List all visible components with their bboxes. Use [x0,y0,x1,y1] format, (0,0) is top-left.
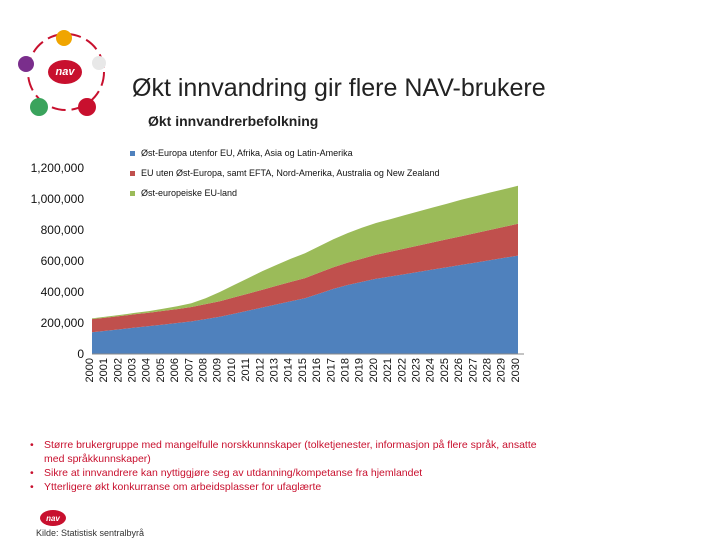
x-tick-label: 2015 [297,358,309,382]
x-tick-label: 2024 [425,358,437,382]
x-tick-label: 2004 [141,358,153,382]
y-tick-label: 1,000,000 [31,192,85,206]
cycle-node-left [18,56,34,72]
x-tick-label: 2029 [496,358,508,382]
legend-label: Øst-Europa utenfor EU, Afrika, Asia og L… [141,148,353,158]
x-tick-label: 2003 [127,358,139,382]
area-chart: 0 200,000 400,000 600,000 800,000 1,000,000 1,… [31,148,524,382]
x-tick-label: 2011 [240,358,252,382]
bullet-item: Sikre at innvandrere kan nyttiggjøre seg… [30,466,550,480]
x-tick-label: 2000 [84,358,96,382]
legend-swatch [130,171,135,176]
bullet-item: Ytterligere økt konkurranse om arbeidspl… [30,480,550,494]
x-tick-label: 2019 [354,358,366,382]
x-tick-label: 2026 [453,358,465,382]
cycle-node-top [56,30,72,46]
x-tick-label: 2022 [396,358,408,382]
y-tick-label: 800,000 [41,223,85,237]
source-note: Kilde: Statistisk sentralbyrå [36,528,145,538]
y-tick-label: 200,000 [41,316,85,330]
bullet-item: Større brukergruppe med mangelfulle nors… [30,438,550,466]
x-tick-label: 2010 [226,358,238,382]
x-tick-label: 2028 [482,358,494,382]
x-tick-label: 2018 [340,358,352,382]
x-tick-label: 2014 [283,358,295,382]
legend-swatch [130,191,135,196]
x-tick-label: 2009 [212,358,224,382]
cycle-ring [27,33,105,111]
x-tick-label: 2012 [254,358,266,382]
nav-footer-logo: nav [40,510,66,526]
x-tick-label: 2005 [155,358,167,382]
x-tick-label: 2017 [325,358,337,382]
cycle-node-bottom-left [30,98,48,116]
legend-label: Øst-europeiske EU-land [141,188,237,198]
nav-logo: nav [48,60,82,84]
x-tick-label: 2006 [169,358,181,382]
page-title: Økt innvandring gir flere NAV-brukere [132,74,546,102]
y-tick-label: 600,000 [41,254,85,268]
series-area-1 [92,255,518,354]
y-tick-label: 1,200,000 [31,161,85,175]
cycle-node-bottom-right [78,98,96,116]
cycle-node-right [92,56,106,70]
x-tick-label: 2016 [311,358,323,382]
x-tick-label: 2002 [112,358,124,382]
x-tick-label: 2013 [269,358,281,382]
y-tick-label: 400,000 [41,285,85,299]
x-tick-label: 2008 [198,358,210,382]
legend-swatch [130,151,135,156]
x-tick-label: 2021 [382,358,394,382]
y-tick-label: 0 [77,347,84,361]
chart-title: Økt innvandrerbefolkning [148,113,319,129]
x-tick-label: 2001 [98,358,110,382]
legend-label: EU uten Øst-Europa, samt EFTA, Nord-Amer… [141,168,439,178]
x-tick-label: 2030 [510,358,522,382]
bullet-list: Større brukergruppe med mangelfulle nors… [30,438,550,494]
series-area-2 [92,223,518,333]
x-tick-label: 2025 [439,358,451,382]
series-area-3 [92,185,518,320]
x-tick-label: 2023 [411,358,423,382]
x-tick-label: 2027 [467,358,479,382]
x-tick-label: 2020 [368,358,380,382]
x-tick-label: 2007 [183,358,195,382]
